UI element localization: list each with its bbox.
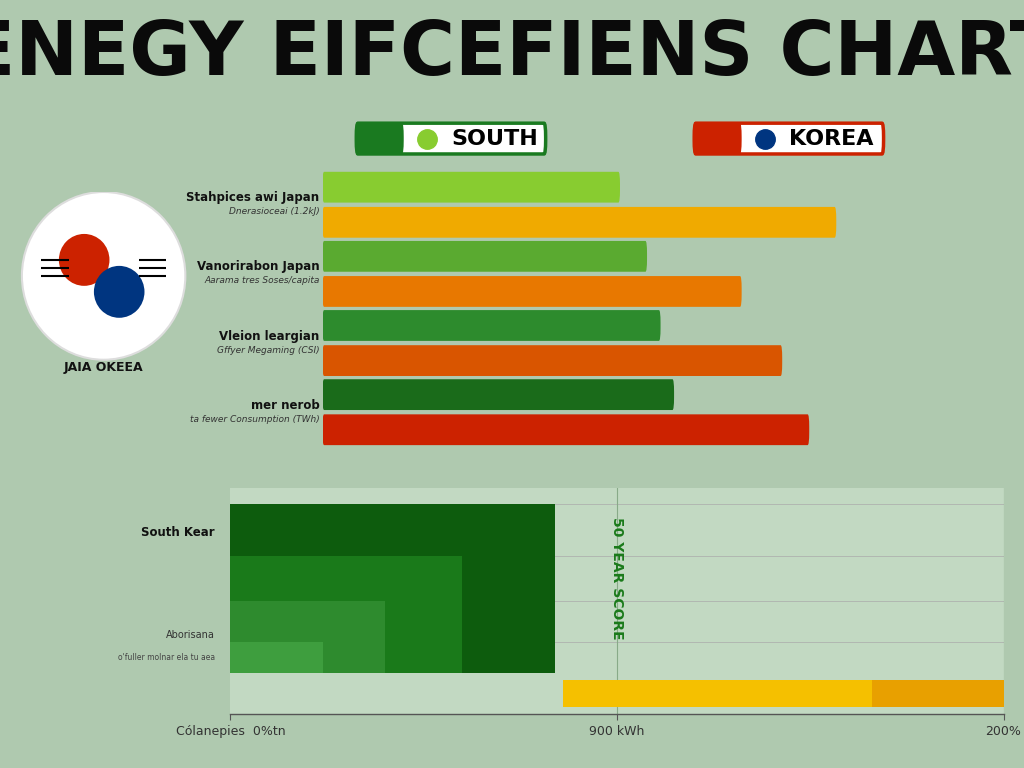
Bar	[230, 601, 385, 674]
FancyBboxPatch shape	[694, 123, 741, 154]
Text: Vanorirabon Japan: Vanorirabon Japan	[197, 260, 319, 273]
FancyBboxPatch shape	[323, 172, 620, 203]
FancyBboxPatch shape	[323, 207, 837, 238]
Text: ENEGY EIFCEFIENS CHART: ENEGY EIFCEFIENS CHART	[0, 18, 1024, 91]
Bar	[230, 504, 555, 674]
FancyBboxPatch shape	[323, 241, 647, 272]
Text: KOREA: KOREA	[788, 128, 873, 148]
FancyBboxPatch shape	[323, 415, 809, 445]
Text: Dnerasioceai (1.2kJ): Dnerasioceai (1.2kJ)	[228, 207, 319, 217]
Text: 50 YEAR SCORE: 50 YEAR SCORE	[610, 517, 624, 640]
FancyBboxPatch shape	[356, 123, 403, 154]
FancyBboxPatch shape	[694, 123, 884, 154]
Bar	[230, 556, 463, 674]
Bar	[872, 680, 1024, 707]
Bar	[563, 680, 872, 707]
Text: SOUTH: SOUTH	[451, 128, 538, 148]
Text: ta fewer Consumption (TWh): ta fewer Consumption (TWh)	[189, 415, 319, 424]
Circle shape	[22, 192, 185, 359]
FancyBboxPatch shape	[323, 345, 782, 376]
Text: mer nerob: mer nerob	[251, 399, 319, 412]
Text: Vleion leargian: Vleion leargian	[219, 329, 319, 343]
FancyBboxPatch shape	[323, 310, 660, 341]
FancyBboxPatch shape	[323, 276, 741, 307]
Circle shape	[58, 234, 110, 286]
FancyBboxPatch shape	[356, 123, 546, 154]
Text: Stahpices awi Japan: Stahpices awi Japan	[186, 191, 319, 204]
Text: South Kear: South Kear	[141, 527, 215, 539]
Text: Aarama tres Soses/capita: Aarama tres Soses/capita	[204, 276, 319, 286]
Text: JAIA OKEEA: JAIA OKEEA	[63, 361, 143, 374]
Text: Aborisana: Aborisana	[166, 630, 215, 640]
Circle shape	[94, 266, 144, 318]
Bar	[230, 642, 324, 674]
FancyBboxPatch shape	[323, 379, 674, 410]
Text: Gffyer Megaming (CSI): Gffyer Megaming (CSI)	[217, 346, 319, 355]
Text: o'fuller molnar ela tu aea: o'fuller molnar ela tu aea	[118, 653, 215, 662]
